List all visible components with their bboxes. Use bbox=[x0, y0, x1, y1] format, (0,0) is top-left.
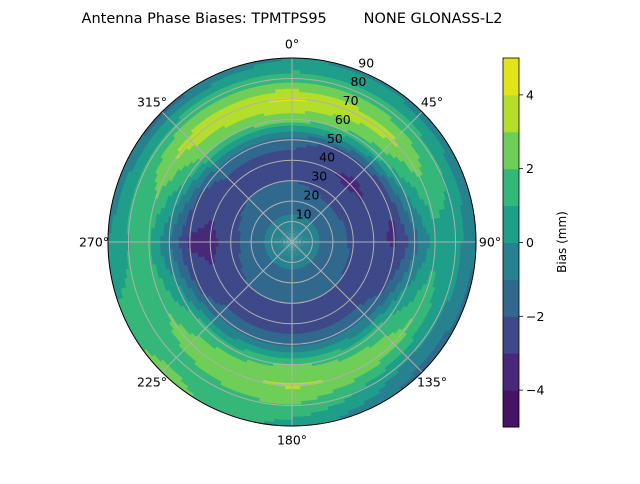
chart-title: Antenna Phase Biases: TPMTPS95 NONE GLON… bbox=[82, 11, 503, 27]
polar-axes: 0°45°90°135°180°225°270°315° 10203040506… bbox=[79, 37, 501, 448]
